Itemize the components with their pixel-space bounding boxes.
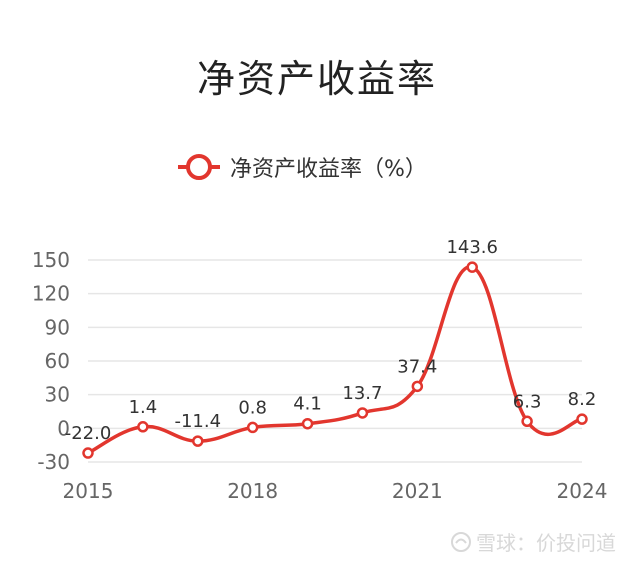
data-point bbox=[246, 421, 259, 434]
legend-marker-icon bbox=[178, 154, 220, 180]
chart-title: 净资产收益率 bbox=[196, 57, 437, 101]
y-tick-label: 0 bbox=[57, 416, 70, 440]
y-tick-label: 30 bbox=[45, 383, 70, 407]
snowball-logo-icon bbox=[450, 531, 472, 553]
data-point bbox=[576, 413, 588, 425]
x-tick-label: 2018 bbox=[227, 479, 278, 503]
legend[interactable]: 净资产收益率（%） bbox=[176, 150, 427, 184]
x-tick-label: 2015 bbox=[63, 479, 114, 503]
data-label: 6.3 bbox=[513, 391, 542, 412]
data-label: 8.2 bbox=[568, 389, 597, 410]
y-tick-label: 150 bbox=[32, 248, 70, 272]
data-label: 0.8 bbox=[238, 397, 267, 418]
y-tick-label: -30 bbox=[37, 450, 70, 474]
y-tick-label: 90 bbox=[45, 315, 70, 339]
watermark: 雪球：价投问道 bbox=[450, 527, 616, 556]
y-tick-label: 60 bbox=[45, 349, 70, 373]
data-point bbox=[411, 380, 424, 393]
data-point bbox=[466, 261, 478, 273]
x-tick-label: 2024 bbox=[557, 479, 608, 503]
data-point bbox=[137, 421, 149, 433]
data-point bbox=[192, 435, 204, 447]
data-label: 1.4 bbox=[129, 397, 158, 418]
data-point bbox=[521, 415, 533, 428]
y-tick-label: 120 bbox=[32, 282, 70, 306]
legend-label: 净资产收益率（%） bbox=[230, 157, 427, 182]
data-label: -11.4 bbox=[174, 411, 221, 432]
data-label: -22.0 bbox=[65, 423, 112, 444]
data-point bbox=[356, 407, 369, 419]
x-tick-label: 2021 bbox=[392, 479, 443, 503]
series-line bbox=[87, 265, 583, 455]
watermark-text: 雪球：价投问道 bbox=[476, 531, 616, 555]
data-point bbox=[82, 447, 94, 459]
data-label: 37.4 bbox=[397, 356, 437, 377]
data-label: 143.6 bbox=[446, 237, 498, 258]
data-label: 13.7 bbox=[342, 383, 382, 404]
data-point bbox=[301, 417, 314, 430]
data-label: 4.1 bbox=[293, 394, 322, 415]
